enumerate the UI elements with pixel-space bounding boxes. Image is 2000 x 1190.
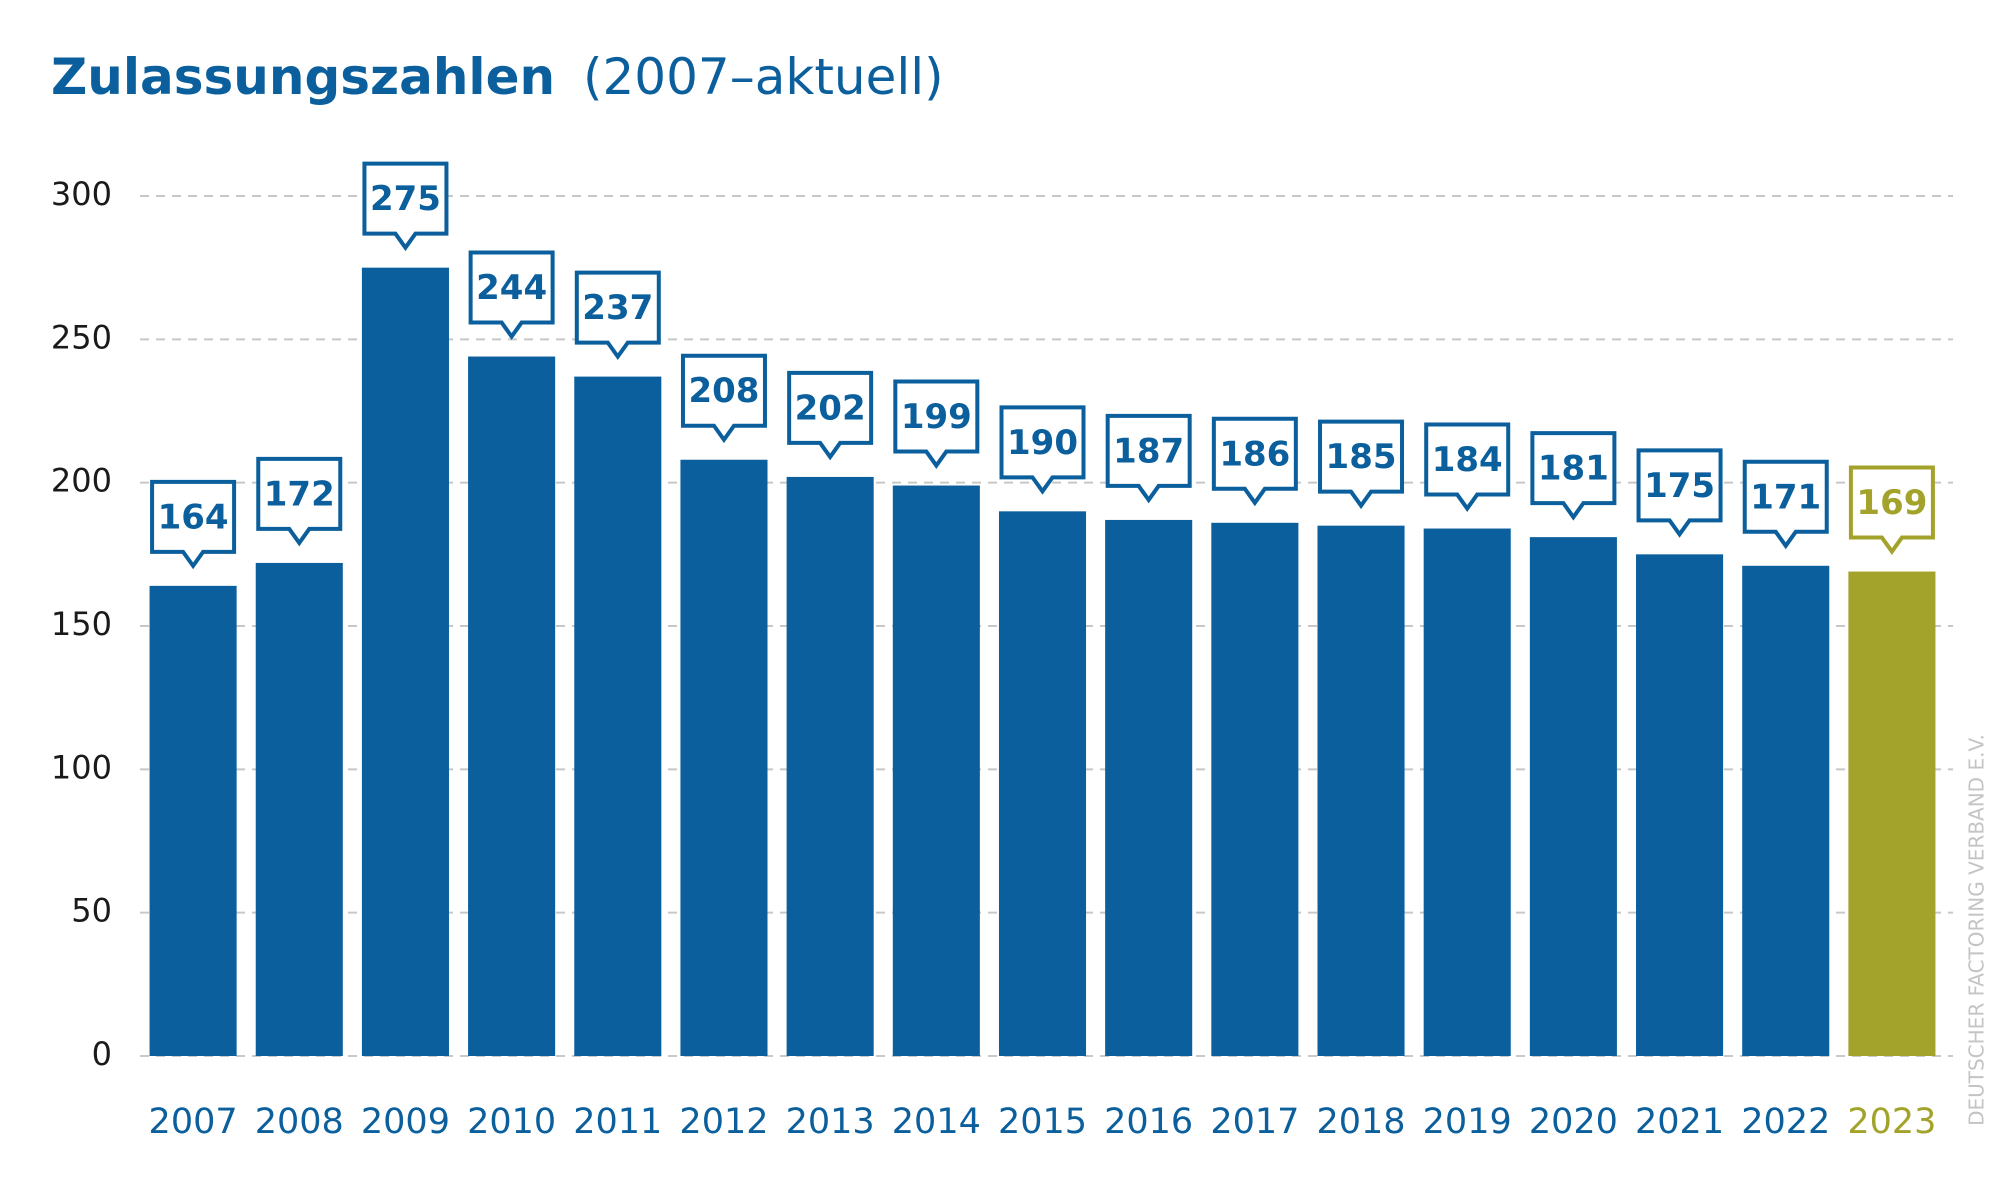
y-tick-label: 300 [51,175,112,213]
bar [574,376,662,1057]
bar [1211,522,1299,1056]
label-callout [787,370,874,461]
y-tick-label: 250 [51,318,112,356]
y-tick-label: 200 [51,462,112,500]
bar [1848,571,1936,1056]
value-label: 164 [158,497,229,537]
value-label: 208 [688,371,759,411]
label-callout [1742,459,1829,550]
x-tick-label: 2021 [1635,1102,1724,1142]
x-tick-label: 2012 [679,1102,768,1142]
x-tick-label: 2017 [1210,1102,1299,1142]
value-label: 237 [582,288,653,328]
y-tick-label: 100 [51,748,112,786]
bar [1423,528,1511,1056]
x-tick-label: 2013 [786,1102,875,1142]
value-label: 199 [901,397,972,437]
label-callout [1530,431,1617,521]
x-tick-label: 2022 [1741,1102,1830,1142]
chart-title: Zulassungszahlen (2007–aktuell) [51,48,944,106]
label-callout [1105,413,1192,504]
value-label: 169 [1856,483,1927,523]
label-callout [468,250,555,340]
value-label: 184 [1432,440,1503,480]
bar [1105,519,1193,1056]
title: Zulassungszahlen [51,48,555,106]
y-tick-label: 0 [92,1035,112,1073]
label-callout [999,405,1086,495]
bar [361,267,449,1057]
y-tick-label: 50 [71,892,112,930]
source: DEUTSCHER FACTORING VERBAND E.V. [1965,734,1989,1126]
subtitle: (2007–aktuell) [583,48,944,106]
value-label: 171 [1750,477,1821,517]
value-label: 181 [1538,449,1609,489]
x-tick-label: 2010 [467,1102,556,1142]
label-callout [256,456,343,547]
x-tick-label: 2008 [255,1102,344,1142]
value-label: 175 [1644,466,1715,506]
value-label: 244 [476,268,547,308]
bar [998,511,1087,1056]
x-tick-label: 2018 [1316,1102,1405,1142]
label-callout [362,161,449,252]
x-tick-label: 2009 [361,1102,450,1142]
bar [255,562,343,1056]
x-tick-label: 2023 [1847,1102,1936,1142]
bar [149,585,237,1056]
value-label: 190 [1007,423,1078,463]
label-callout [574,270,661,361]
x-tick-label: 2014 [892,1102,981,1142]
x-tick-label: 2020 [1529,1102,1618,1142]
label-callout [1424,422,1511,512]
bar [1742,565,1830,1056]
x-tick-label: 2016 [1104,1102,1193,1142]
bar [1529,537,1617,1056]
label-callout [680,353,767,444]
label-callout [1636,448,1723,538]
x-tick-label: 2019 [1423,1102,1512,1142]
label-callout [1211,416,1298,507]
bar [468,356,556,1056]
label-callout [1318,419,1405,510]
x-tick-label: 2011 [573,1102,662,1142]
y-tick-label: 150 [51,605,112,643]
label-callout [150,479,237,570]
value-label: 186 [1219,434,1290,474]
bar [1636,554,1724,1056]
x-tick-label: 2007 [149,1102,238,1142]
label-callout [893,379,980,469]
value-label: 185 [1326,437,1397,477]
label-callout [1848,465,1935,555]
x-tick-label: 2015 [998,1102,1087,1142]
bar [786,476,874,1056]
value-label: 187 [1113,431,1184,471]
value-label: 172 [264,474,335,514]
value-label: 202 [795,388,866,428]
value-label: 275 [370,179,441,219]
bar [892,485,980,1056]
bar [680,459,768,1056]
bar [1317,525,1405,1056]
